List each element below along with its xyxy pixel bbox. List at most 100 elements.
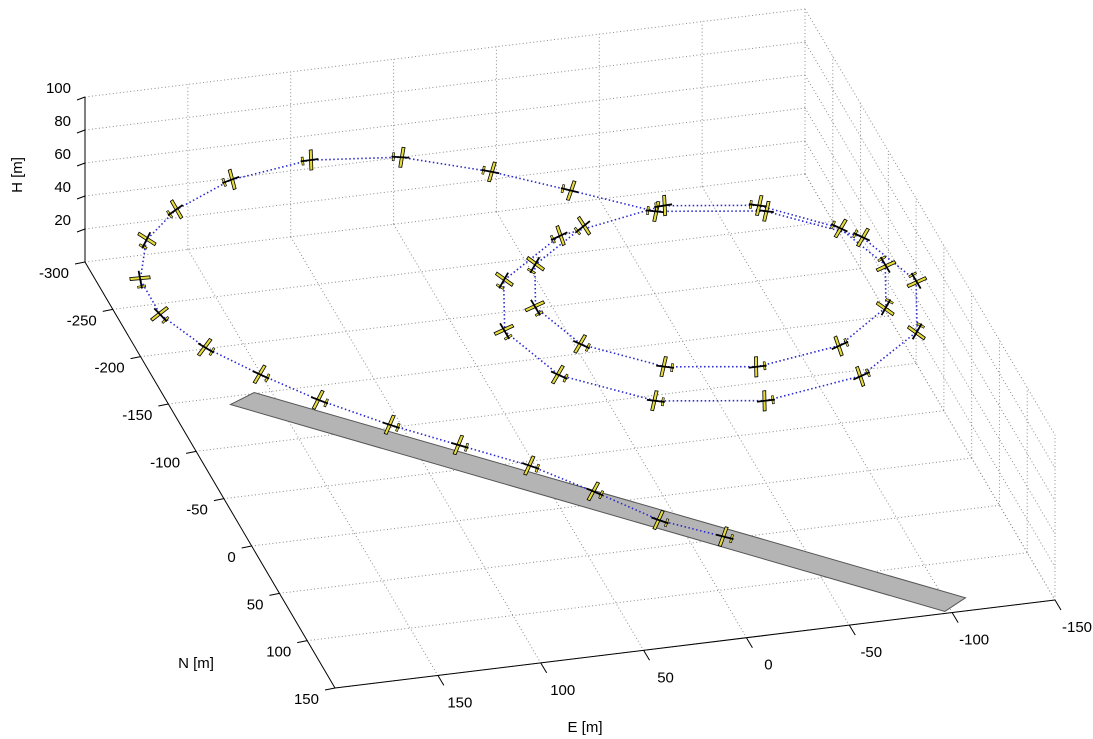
grid-line (84, 8, 806, 98)
airplane (748, 356, 767, 378)
z-tick-label: 100 (46, 80, 71, 97)
airplane-body (550, 370, 568, 380)
z-tick (76, 195, 86, 200)
runway (229, 391, 967, 612)
airplane-body (252, 370, 270, 380)
airplane (831, 335, 850, 357)
airplane (853, 365, 871, 388)
grid-line (140, 268, 861, 358)
y-tick (213, 498, 224, 502)
airplane (221, 168, 240, 191)
y-axis-label: N [m] (178, 655, 214, 672)
x-tick (540, 662, 548, 674)
x-tick-label: 50 (657, 669, 674, 686)
airplane (149, 305, 170, 324)
airplane (875, 297, 895, 317)
airplane (573, 215, 592, 236)
trajectory (139, 156, 918, 538)
airplane-body (382, 421, 400, 429)
airplane (651, 509, 670, 531)
z-axis-label: H [m] (9, 157, 26, 193)
x-tick-label: -150 (1062, 619, 1092, 636)
x-axis (334, 599, 1056, 689)
box-edge (804, 173, 1056, 601)
grid-line (804, 74, 1056, 502)
x-tick-label: 100 (550, 682, 575, 699)
airplane-body (222, 175, 240, 184)
airplane-body (450, 441, 469, 449)
y-tick-label: -150 (122, 407, 152, 424)
y-tick (74, 261, 86, 265)
airplane-body (499, 322, 511, 340)
x-tick (745, 637, 753, 648)
z-tick-label: 20 (54, 212, 71, 229)
airplane-body (575, 220, 591, 233)
airplane (137, 231, 157, 250)
airplane (524, 299, 546, 317)
airplane-body (830, 223, 848, 233)
airplane (494, 271, 514, 290)
airplane (715, 526, 734, 547)
airplane (756, 390, 775, 412)
airplane (481, 161, 500, 183)
x-tick (951, 612, 959, 623)
airplane (450, 434, 469, 456)
airplane-body (831, 340, 849, 351)
airplane (829, 218, 848, 239)
airplane-body (879, 256, 891, 274)
x-tick-label: 150 (447, 694, 472, 711)
airplane (129, 270, 151, 289)
airplane (875, 255, 897, 274)
x-tick-label: 0 (764, 657, 772, 674)
z-tick (76, 162, 86, 167)
y-tick (241, 545, 252, 549)
airplane (166, 199, 184, 220)
y-tick-label: 50 (247, 596, 264, 613)
airplane (572, 334, 591, 354)
airplane-body (715, 533, 734, 540)
airplane (852, 227, 871, 248)
grid-line (393, 224, 645, 651)
grid-line (112, 220, 833, 310)
y-tick-label: -100 (150, 454, 180, 471)
airplane-body (645, 209, 664, 214)
airplane (521, 455, 540, 476)
grid-line (187, 249, 439, 676)
grid-line (84, 107, 806, 197)
airplane (550, 364, 569, 385)
y-tick-label: -50 (186, 502, 208, 519)
z-tick-label: 40 (54, 179, 71, 196)
airplane (310, 389, 329, 410)
airplane-body (530, 299, 541, 316)
airplane-body (167, 204, 184, 217)
airplane (906, 271, 928, 290)
airplane-body (310, 396, 329, 405)
y-tick (324, 687, 336, 691)
airplane (493, 322, 515, 341)
airplane-body (498, 272, 509, 289)
x-tick-label: -50 (860, 644, 882, 661)
airplane-body (529, 256, 541, 274)
grid-line (84, 140, 806, 230)
airplane-body (656, 364, 675, 369)
airplane-body (880, 299, 892, 316)
grid-line (804, 41, 1056, 469)
airplane (748, 195, 767, 216)
y-tick (102, 308, 113, 312)
airplane-body (141, 231, 152, 249)
y-tick-label: 150 (294, 691, 319, 708)
y-tick (158, 403, 169, 407)
x-tick-label: -100 (959, 632, 989, 649)
airplane (300, 149, 319, 171)
x-tick (848, 624, 856, 636)
x-tick (437, 675, 445, 686)
y-tick-label: -250 (67, 312, 97, 329)
airplane-body (197, 342, 215, 354)
grid-line (804, 107, 1056, 535)
airplane-body (560, 187, 579, 194)
airplane-body (756, 398, 775, 403)
airplane-body (748, 364, 767, 369)
y-tick-label: -200 (95, 360, 125, 377)
airplane-body (910, 272, 922, 290)
